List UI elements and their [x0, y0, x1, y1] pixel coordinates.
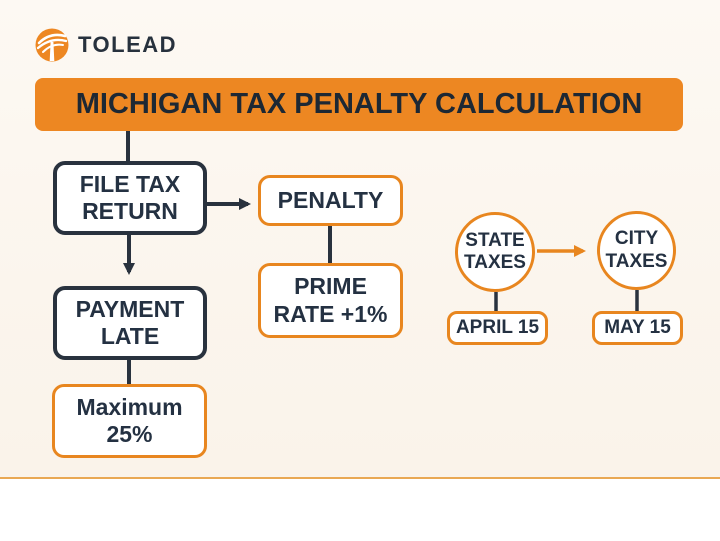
page-title: MICHIGAN TAX PENALTY CALCULATION [75, 88, 643, 120]
node-file-tax-return: FILE TAX RETURN [53, 161, 207, 235]
node-city-taxes: CITY TAXES [597, 211, 676, 290]
node-maximum-25: Maximum 25% [52, 384, 207, 458]
node-payment-late: PAYMENT LATE [53, 286, 207, 360]
node-state-taxes: STATE TAXES [455, 212, 535, 292]
node-prime-rate: PRIME RATE +1% [258, 263, 403, 338]
node-may-15: MAY 15 [592, 311, 683, 345]
title-banner: MICHIGAN TAX PENALTY CALCULATION [35, 78, 683, 131]
tolead-logo-icon [35, 28, 69, 62]
brand-name: TOLEAD [78, 32, 178, 57]
node-april-15: APRIL 15 [447, 311, 548, 345]
brand-logo: TOLEAD [35, 28, 177, 62]
node-penalty: PENALTY [258, 175, 403, 226]
